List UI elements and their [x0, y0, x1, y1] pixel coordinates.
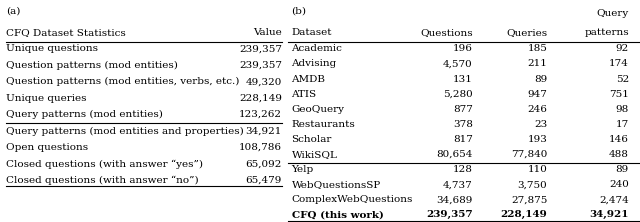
- Text: 89: 89: [616, 165, 629, 174]
- Text: Closed questions (with answer “no”): Closed questions (with answer “no”): [6, 176, 198, 185]
- Text: 185: 185: [527, 44, 547, 54]
- Text: 5,280: 5,280: [443, 90, 473, 99]
- Text: Query patterns (mod entities and properties): Query patterns (mod entities and propert…: [6, 127, 244, 136]
- Text: Question patterns (mod entities): Question patterns (mod entities): [6, 61, 178, 70]
- Text: Dataset: Dataset: [292, 28, 332, 37]
- Text: 92: 92: [616, 44, 629, 54]
- Text: 488: 488: [609, 150, 629, 159]
- Text: 98: 98: [616, 105, 629, 114]
- Text: 947: 947: [527, 90, 547, 99]
- Text: 49,320: 49,320: [246, 77, 282, 86]
- Text: Query: Query: [596, 9, 629, 18]
- Text: Queries: Queries: [506, 28, 547, 37]
- Text: 877: 877: [453, 105, 473, 114]
- Text: Question patterns (mod entities, verbs, etc.): Question patterns (mod entities, verbs, …: [6, 77, 239, 86]
- Text: 146: 146: [609, 135, 629, 144]
- Text: 378: 378: [453, 120, 473, 129]
- Text: 34,689: 34,689: [436, 195, 473, 204]
- Text: 751: 751: [609, 90, 629, 99]
- Text: (a): (a): [6, 7, 20, 16]
- Text: Query patterns (mod entities): Query patterns (mod entities): [6, 110, 163, 119]
- Text: WikiSQL: WikiSQL: [292, 150, 337, 159]
- Text: 174: 174: [609, 59, 629, 69]
- Text: 17: 17: [616, 120, 629, 129]
- Text: 23: 23: [534, 120, 547, 129]
- Text: 4,570: 4,570: [443, 59, 473, 69]
- Text: Yelp: Yelp: [292, 165, 314, 174]
- Text: Open questions: Open questions: [6, 143, 88, 152]
- Text: (b): (b): [292, 7, 307, 16]
- Text: 240: 240: [609, 180, 629, 189]
- Text: WebQuestionsSP: WebQuestionsSP: [292, 180, 381, 189]
- Text: Questions: Questions: [420, 28, 473, 37]
- Text: 52: 52: [616, 75, 629, 84]
- Text: 123,262: 123,262: [239, 110, 282, 119]
- Text: Value: Value: [253, 28, 282, 37]
- Text: patterns: patterns: [584, 28, 629, 37]
- Text: 77,840: 77,840: [511, 150, 547, 159]
- Text: 2,474: 2,474: [599, 195, 629, 204]
- Text: CFQ Dataset Statistics: CFQ Dataset Statistics: [6, 28, 126, 37]
- Text: 193: 193: [527, 135, 547, 144]
- Text: Advising: Advising: [292, 59, 337, 69]
- Text: 211: 211: [527, 59, 547, 69]
- Text: Unique queries: Unique queries: [6, 94, 86, 103]
- Text: 196: 196: [453, 44, 473, 54]
- Text: 65,479: 65,479: [246, 176, 282, 185]
- Text: 34,921: 34,921: [246, 127, 282, 136]
- Text: CFQ (this work): CFQ (this work): [292, 210, 383, 220]
- Text: 27,875: 27,875: [511, 195, 547, 204]
- Text: 89: 89: [534, 75, 547, 84]
- Text: 246: 246: [527, 105, 547, 114]
- Text: 80,654: 80,654: [436, 150, 473, 159]
- Text: Restaurants: Restaurants: [292, 120, 355, 129]
- Text: 34,921: 34,921: [589, 210, 629, 220]
- Text: 128: 128: [453, 165, 473, 174]
- Text: 3,750: 3,750: [518, 180, 547, 189]
- Text: GeoQuery: GeoQuery: [292, 105, 344, 114]
- Text: 228,149: 228,149: [239, 94, 282, 103]
- Text: 239,357: 239,357: [239, 44, 282, 54]
- Text: ATIS: ATIS: [292, 90, 317, 99]
- Text: 239,357: 239,357: [426, 210, 473, 220]
- Text: 110: 110: [527, 165, 547, 174]
- Text: 65,092: 65,092: [246, 159, 282, 168]
- Text: 108,786: 108,786: [239, 143, 282, 152]
- Text: 131: 131: [453, 75, 473, 84]
- Text: 817: 817: [453, 135, 473, 144]
- Text: ComplexWebQuestions: ComplexWebQuestions: [292, 195, 413, 204]
- Text: Unique questions: Unique questions: [6, 44, 98, 54]
- Text: Scholar: Scholar: [292, 135, 332, 144]
- Text: 239,357: 239,357: [239, 61, 282, 70]
- Text: AMDB: AMDB: [292, 75, 326, 84]
- Text: 4,737: 4,737: [443, 180, 473, 189]
- Text: 228,149: 228,149: [500, 210, 547, 220]
- Text: Academic: Academic: [292, 44, 342, 54]
- Text: Closed questions (with answer “yes”): Closed questions (with answer “yes”): [6, 159, 203, 169]
